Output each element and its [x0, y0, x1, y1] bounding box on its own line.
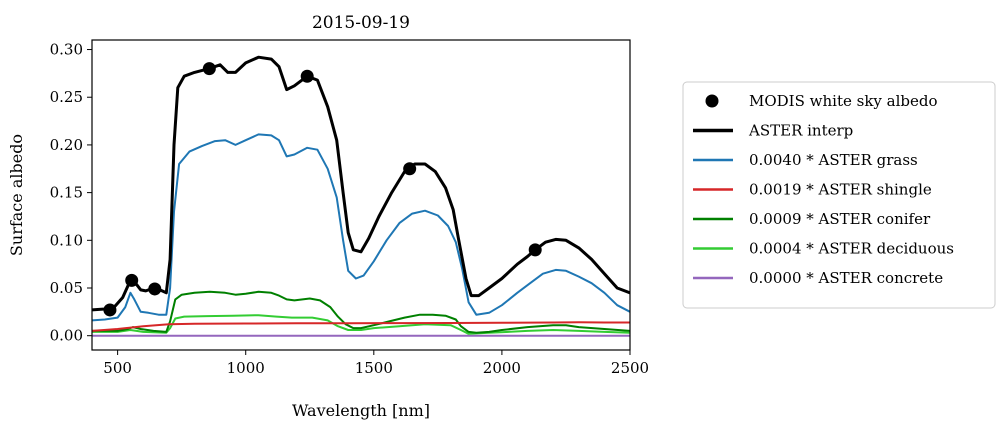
x-axis-label: Wavelength [nm] — [292, 401, 430, 420]
y-axis-ticks: 0.00 0.05 0.10 0.15 0.20 0.25 0.30 — [50, 41, 92, 345]
modis-albedo-point — [148, 282, 162, 296]
x-tick-label: 2000 — [483, 359, 521, 377]
modis-albedo-point — [300, 69, 314, 83]
y-tick-label: 0.00 — [50, 327, 83, 345]
legend-label: 0.0019 * ASTER shingle — [749, 181, 932, 199]
y-tick-label: 0.10 — [50, 231, 83, 249]
modis-albedo-point — [202, 62, 216, 76]
modis-albedo-point — [528, 243, 542, 257]
x-axis-ticks: 500 1000 1500 2000 2500 — [103, 350, 649, 377]
modis-albedo-point — [403, 162, 417, 176]
legend-marker — [705, 94, 719, 108]
x-tick-label: 2500 — [611, 359, 649, 377]
y-tick-label: 0.30 — [50, 41, 83, 59]
x-tick-label: 1500 — [355, 359, 393, 377]
plot-frame — [91, 39, 631, 351]
legend-label: 0.0000 * ASTER concrete — [749, 269, 943, 287]
series-line-0-0009-aster-conifer — [92, 290, 630, 334]
series-line-0-0040-aster-grass — [92, 133, 630, 322]
y-tick-label: 0.20 — [50, 136, 83, 154]
y-tick-label: 0.25 — [50, 88, 83, 106]
chart-title: 2015-09-19 — [312, 13, 410, 33]
legend-label: 0.0004 * ASTER deciduous — [749, 240, 954, 258]
series-lines — [92, 55, 630, 337]
series-line-0-0019-aster-shingle — [92, 321, 630, 332]
modis-albedo-point — [103, 303, 117, 317]
legend-label: MODIS white sky albedo — [749, 92, 938, 110]
y-tick-label: 0.05 — [50, 279, 83, 297]
y-axis-label: Surface albedo — [7, 134, 26, 256]
legend: MODIS white sky albedo ASTER interp 0.0040… — [682, 81, 996, 309]
x-tick-label: 500 — [103, 359, 132, 377]
legend-label: 0.0009 * ASTER conifer — [749, 210, 931, 228]
legend-label: 0.0040 * ASTER grass — [749, 151, 918, 169]
legend-box — [682, 81, 996, 309]
y-tick-label: 0.15 — [50, 184, 83, 202]
modis-albedo-point — [125, 273, 139, 287]
x-tick-label: 1000 — [227, 359, 265, 377]
legend-label: ASTER interp — [748, 122, 853, 140]
scatter-points — [103, 62, 542, 317]
